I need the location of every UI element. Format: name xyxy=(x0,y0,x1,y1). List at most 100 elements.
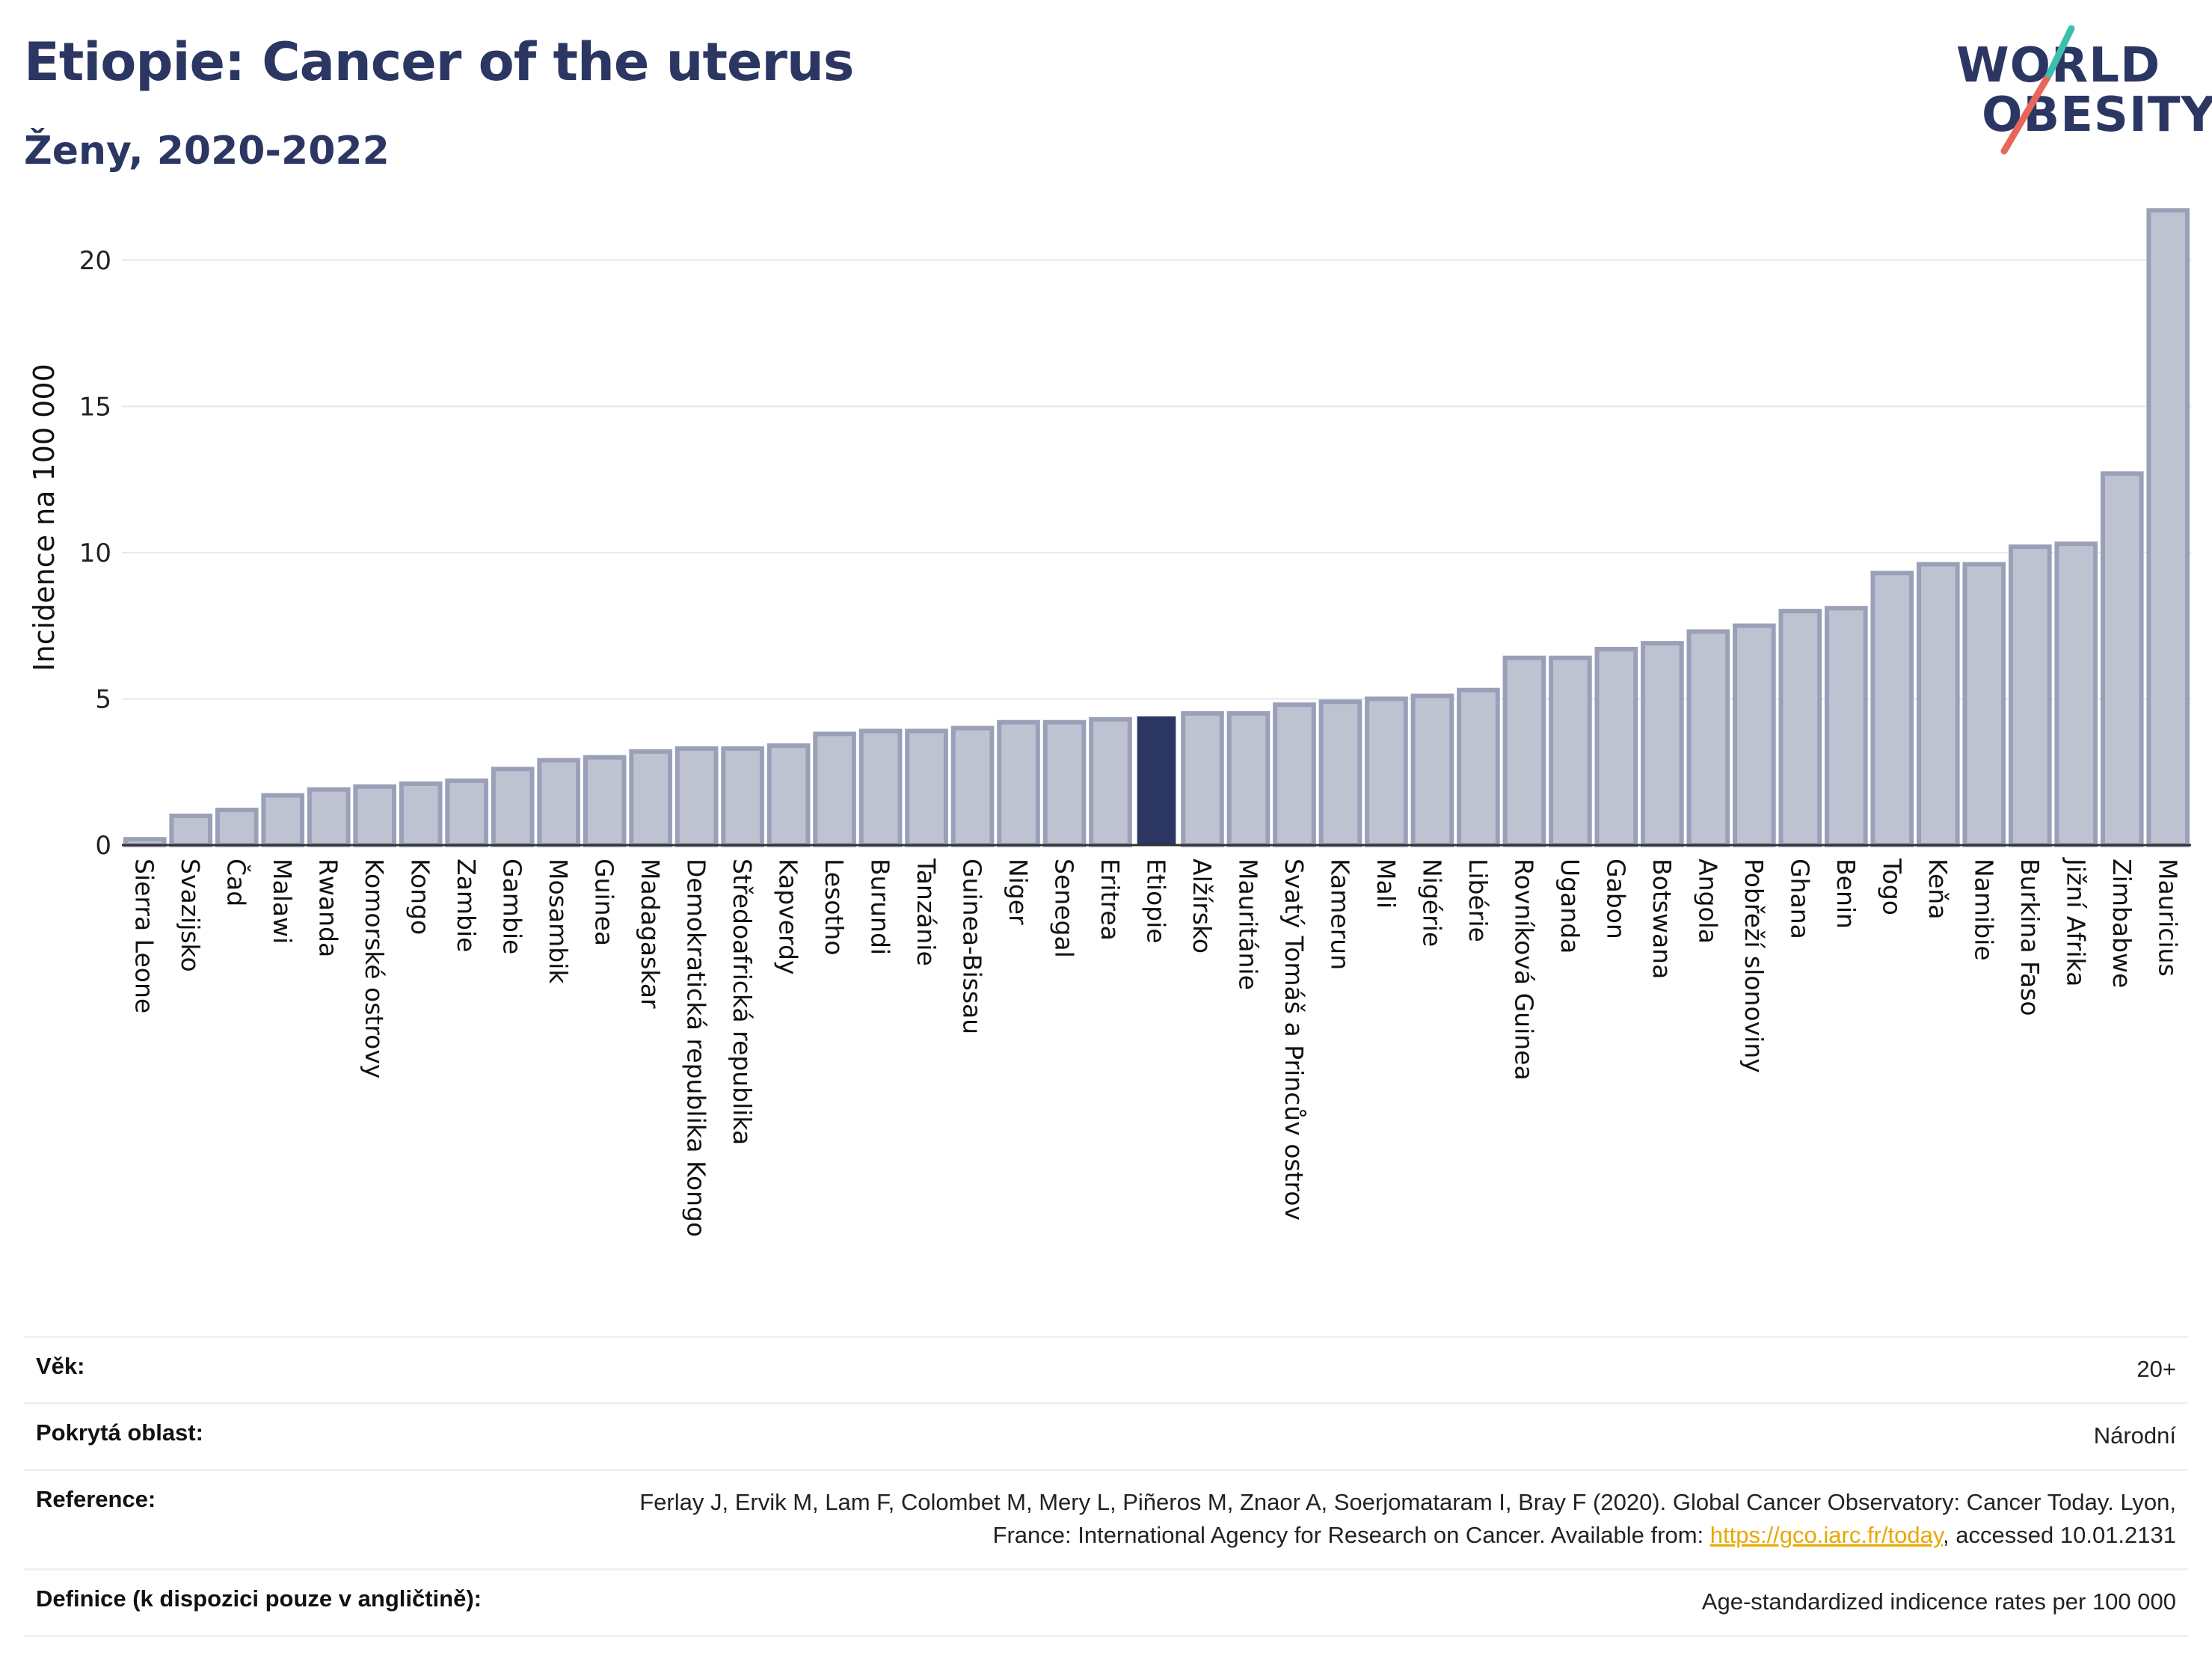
bar-namibie[interactable] xyxy=(1962,562,2006,847)
bar-chart: 0 5 10 15 20 Sierra Leone Svazijsko Čad Malawi R… xyxy=(28,208,2191,1237)
bar--ad[interactable] xyxy=(215,808,259,847)
bar-malawi[interactable] xyxy=(261,793,305,847)
bar-senegal[interactable] xyxy=(1042,719,1087,847)
x-tick-label: Guinea xyxy=(590,859,619,946)
bar-eritrea[interactable] xyxy=(1089,716,1132,847)
chart-subtitle: Ženy, 2020-2022 xyxy=(24,129,390,174)
bars xyxy=(123,208,2190,848)
x-tick-label: Benin xyxy=(1831,859,1861,929)
bar-ji-n-afrika[interactable] xyxy=(2054,541,2098,847)
y-axis-ticks: 0 5 10 15 20 xyxy=(79,246,111,861)
bar-uganda[interactable] xyxy=(1549,655,1592,848)
reference-value: Ferlay J, Ervik M, Lam F, Colombet M, Me… xyxy=(606,1486,2176,1552)
bar-togo[interactable] xyxy=(1870,571,1914,847)
coverage-label: Pokrytá oblast: xyxy=(36,1419,203,1446)
info-row-coverage: Pokrytá oblast: Národní xyxy=(24,1402,2188,1469)
bar-al-rsko[interactable] xyxy=(1181,711,1224,847)
x-tick-label: Burkina Faso xyxy=(2015,859,2044,1016)
x-tick-label: Čad xyxy=(222,859,252,906)
y-tick-label: 5 xyxy=(95,684,111,714)
bar-komorsk-ostrovy[interactable] xyxy=(353,784,397,847)
bar-mali[interactable] xyxy=(1365,696,1408,848)
definition-value: Age-standardized indicence rates per 100… xyxy=(1701,1588,2176,1615)
bar-madagaskar[interactable] xyxy=(629,749,672,847)
x-tick-label: Eritrea xyxy=(1096,859,1125,941)
x-tick-label: Burundi xyxy=(866,859,895,955)
bar-rwanda[interactable] xyxy=(307,787,351,848)
x-tick-label: Guinea-Bissau xyxy=(958,859,987,1034)
definition-label: Definice (k dispozici pouze v angličtině… xyxy=(36,1585,482,1612)
x-tick-label: Gambie xyxy=(498,859,527,954)
bar-etiopie[interactable] xyxy=(1137,716,1176,845)
logo-word-obesity: OBESITY xyxy=(1982,87,2212,143)
bar-zambie[interactable] xyxy=(445,778,488,848)
y-tick-label: 15 xyxy=(79,392,111,422)
x-tick-label: Etiopie xyxy=(1142,859,1171,944)
y-tick-label: 10 xyxy=(79,538,111,568)
x-tick-label: Niger xyxy=(1004,859,1033,925)
x-tick-label: Zimbabwe xyxy=(2107,859,2136,988)
x-tick-label: Kapverdy xyxy=(774,859,803,975)
x-tick-label: Keňa xyxy=(1923,859,1953,919)
bar-zimbabwe[interactable] xyxy=(2100,471,2144,847)
bar-ghana[interactable] xyxy=(1778,609,1822,847)
bar-kapverdy[interactable] xyxy=(766,743,811,847)
x-tick-label: Senegal xyxy=(1050,859,1079,958)
bar-benin[interactable] xyxy=(1825,606,1868,847)
bar-pob-e-slonoviny[interactable] xyxy=(1733,623,1776,848)
x-tick-label: Botswana xyxy=(1647,859,1677,979)
bar-nig-rie[interactable] xyxy=(1410,693,1454,847)
bar-mosambik[interactable] xyxy=(537,758,580,847)
info-row-age: Věk: 20+ xyxy=(24,1336,2188,1402)
bar-guinea-bissau[interactable] xyxy=(950,725,995,847)
x-tick-label: Svazijsko xyxy=(176,859,205,972)
bar-ke-a[interactable] xyxy=(1916,562,1960,847)
coverage-value: Národní xyxy=(2093,1422,2176,1449)
x-tick-label: Demokratická republika Kongo xyxy=(682,859,711,1237)
bar-svazijsko[interactable] xyxy=(169,813,213,848)
reference-text: Ferlay J, Ervik M, Lam F, Colombet M, Me… xyxy=(639,1489,2176,1549)
x-tick-label: Středoafrická republika xyxy=(728,859,757,1145)
bar-tanz-nie[interactable] xyxy=(905,728,948,848)
x-tick-label: Mauritánie xyxy=(1233,859,1262,990)
bar-maurit-nie[interactable] xyxy=(1226,711,1271,847)
bar-botswana[interactable] xyxy=(1641,641,1684,848)
bar-lib-rie[interactable] xyxy=(1457,687,1500,848)
bar-angola[interactable] xyxy=(1686,629,1730,847)
bar-demokratick-republika-kongo[interactable] xyxy=(675,746,719,848)
x-tick-label: Komorské ostrovy xyxy=(360,859,389,1078)
bar-kongo[interactable] xyxy=(399,781,443,847)
bar-mauricius[interactable] xyxy=(2146,208,2190,848)
x-tick-label: Sierra Leone xyxy=(130,859,159,1013)
x-tick-label: Kamerun xyxy=(1325,859,1354,970)
bar-burundi[interactable] xyxy=(858,728,903,848)
y-axis-label: Incidence na 100 000 xyxy=(28,363,61,671)
x-tick-label: Malawi xyxy=(268,859,297,944)
bar-gabon[interactable] xyxy=(1594,646,1638,847)
bar-guinea[interactable] xyxy=(583,755,627,848)
bar-kamerun[interactable] xyxy=(1318,699,1362,847)
info-row-definition: Definice (k dispozici pouze v angličtině… xyxy=(24,1568,2188,1638)
x-tick-label: Lesotho xyxy=(820,859,849,956)
x-tick-label: Ghana xyxy=(1785,859,1814,939)
logo-slash-icon xyxy=(2000,25,2075,155)
bar-st-edoafrick-republika[interactable] xyxy=(721,746,764,848)
bar-rovn-kov-guinea[interactable] xyxy=(1502,655,1546,848)
x-tick-label: Rovníková Guinea xyxy=(1509,859,1538,1081)
x-tick-label: Gabon xyxy=(1601,859,1630,939)
bar-gambie[interactable] xyxy=(491,767,535,847)
x-tick-label: Pobřeží slonoviny xyxy=(1739,859,1769,1073)
bar-lesotho[interactable] xyxy=(813,731,856,848)
age-label: Věk: xyxy=(36,1353,85,1379)
world-obesity-logo[interactable]: WORLD OBESITY xyxy=(1944,22,2212,157)
x-axis-labels: Sierra Leone Svazijsko Čad Malawi Rwanda Komo… xyxy=(130,857,2183,1237)
bar-burkina-faso[interactable] xyxy=(2008,544,2052,847)
x-tick-label: Rwanda xyxy=(314,859,343,957)
x-tick-label: Libérie xyxy=(1463,859,1493,942)
x-tick-label: Uganda xyxy=(1555,859,1585,954)
bar-svat-tom-a-princ-v-ostrov[interactable] xyxy=(1273,702,1316,847)
reference-link[interactable]: https://gco.iarc.fr/today xyxy=(1709,1522,1944,1549)
reference-label: Reference: xyxy=(36,1486,156,1513)
reference-accessed: , accessed 10.01.2131 xyxy=(1943,1522,2176,1549)
bar-niger[interactable] xyxy=(997,719,1040,847)
